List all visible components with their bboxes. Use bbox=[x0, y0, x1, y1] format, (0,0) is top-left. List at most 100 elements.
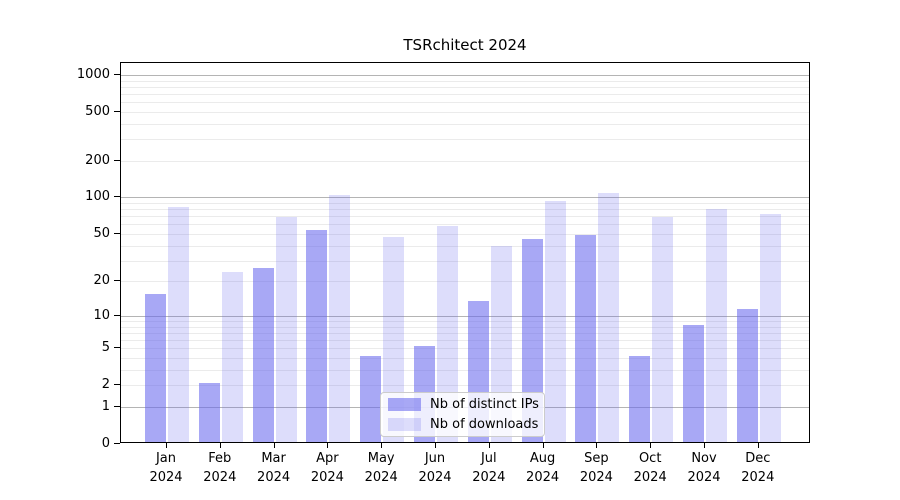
bar-may-ips bbox=[360, 356, 382, 442]
y-tick-label-10: 10 bbox=[93, 307, 110, 323]
legend-label-distinct-ips: Nb of distinct IPs bbox=[430, 397, 539, 412]
x-tick-label-aug: Aug 2024 bbox=[526, 451, 560, 485]
gridline-minor-6 bbox=[121, 340, 809, 342]
x-tick-mark-may bbox=[381, 443, 383, 448]
legend-label-downloads: Nb of downloads bbox=[430, 417, 539, 432]
y-tick-label-200: 200 bbox=[85, 152, 110, 168]
gridline-minor-30 bbox=[121, 260, 809, 262]
y-tick-label-50: 50 bbox=[93, 225, 110, 241]
gridline-minor-700 bbox=[121, 93, 809, 95]
bar-nov-ips bbox=[683, 324, 704, 442]
x-tick-label-jan: Jan 2024 bbox=[149, 451, 183, 485]
x-tick-label-sep: Sep 2024 bbox=[579, 451, 613, 485]
x-tick-label-apr: Apr 2024 bbox=[310, 451, 344, 485]
bar-dec-ips bbox=[736, 309, 758, 442]
y-tick-label-100: 100 bbox=[85, 189, 110, 205]
y-tick-label-5: 5 bbox=[101, 340, 110, 356]
x-tick-mark-mar bbox=[273, 443, 275, 448]
y-tick-mark-1000 bbox=[114, 73, 120, 75]
y-tick-mark-2 bbox=[114, 384, 120, 386]
x-tick-label-dec: Dec 2024 bbox=[741, 451, 775, 485]
gridline-minor-300 bbox=[121, 139, 809, 141]
x-tick-mark-apr bbox=[327, 443, 329, 448]
y-tick-mark-20 bbox=[114, 280, 120, 282]
gridline-major-1000 bbox=[121, 74, 809, 76]
x-tick-mark-jul bbox=[488, 443, 490, 448]
y-tick-label-20: 20 bbox=[93, 273, 110, 289]
bar-feb-downloads bbox=[221, 272, 243, 442]
bar-apr-ips bbox=[306, 229, 328, 442]
gridline-minor-90 bbox=[121, 203, 809, 205]
chart-title: TSRchitect 2024 bbox=[403, 36, 527, 54]
bar-mar-downloads bbox=[275, 217, 297, 442]
gridline-minor-3 bbox=[121, 369, 809, 371]
gridline-minor-4 bbox=[121, 358, 809, 360]
bar-may-downloads bbox=[383, 237, 405, 442]
x-tick-mark-jan bbox=[166, 443, 167, 448]
gridline-major-100 bbox=[121, 197, 809, 199]
legend: Nb of distinct IPs Nb of downloads bbox=[380, 392, 545, 437]
x-tick-label-feb: Feb 2024 bbox=[203, 451, 237, 485]
gridline-minor-50 bbox=[121, 233, 809, 235]
x-tick-mark-dec bbox=[757, 443, 759, 448]
bar-oct-ips bbox=[629, 356, 651, 442]
x-tick-label-jul: Jul 2024 bbox=[472, 451, 506, 485]
y-tick-mark-500 bbox=[114, 110, 120, 112]
y-tick-mark-10 bbox=[114, 314, 120, 316]
y-tick-mark-5 bbox=[114, 347, 120, 349]
bar-jan-downloads bbox=[168, 207, 189, 442]
gridline-minor-900 bbox=[121, 80, 809, 82]
gridline-minor-7 bbox=[121, 332, 809, 334]
y-tick-label-2: 2 bbox=[101, 377, 110, 393]
gridline-minor-600 bbox=[121, 102, 809, 104]
y-tick-mark-100 bbox=[114, 196, 120, 198]
gridline-minor-9 bbox=[121, 321, 809, 322]
gridline-major-10 bbox=[121, 315, 809, 317]
y-tick-label-500: 500 bbox=[85, 103, 110, 119]
bar-sep-ips bbox=[575, 235, 597, 442]
legend-swatch-downloads bbox=[388, 418, 421, 431]
y-tick-mark-50 bbox=[114, 232, 120, 234]
gridline-minor-500 bbox=[121, 111, 809, 113]
gridline-minor-60 bbox=[121, 224, 809, 226]
x-tick-label-may: May 2024 bbox=[364, 451, 398, 485]
bar-mar-ips bbox=[252, 267, 274, 442]
x-tick-mark-feb bbox=[219, 443, 221, 448]
y-tick-label-0: 0 bbox=[101, 436, 110, 451]
plot-area bbox=[120, 62, 810, 443]
gridline-minor-2 bbox=[121, 385, 809, 387]
gridline-minor-40 bbox=[121, 245, 809, 247]
y-tick-label-1000: 1000 bbox=[76, 66, 110, 82]
y-tick-mark-0 bbox=[114, 443, 120, 444]
x-tick-label-oct: Oct 2024 bbox=[633, 451, 667, 485]
bar-aug-ips bbox=[521, 238, 543, 442]
legend-item-distinct-ips: Nb of distinct IPs bbox=[388, 396, 544, 414]
gridline-minor-70 bbox=[121, 216, 809, 218]
x-tick-mark-nov bbox=[704, 443, 705, 448]
y-tick-label-1: 1 bbox=[101, 398, 110, 414]
bar-oct-downloads bbox=[652, 217, 674, 442]
bar-sep-downloads bbox=[598, 192, 620, 442]
y-tick-mark-1 bbox=[114, 405, 120, 407]
gridline-minor-200 bbox=[121, 160, 809, 162]
gridline-minor-80 bbox=[121, 209, 809, 211]
bar-aug-downloads bbox=[544, 201, 566, 442]
bar-jun-downloads bbox=[437, 226, 458, 442]
x-tick-mark-aug bbox=[542, 443, 544, 448]
x-tick-label-mar: Mar 2024 bbox=[257, 451, 291, 485]
x-tick-mark-jun bbox=[435, 443, 436, 448]
gridline-minor-400 bbox=[121, 123, 809, 125]
y-tick-mark-200 bbox=[114, 159, 120, 161]
gridline-minor-8 bbox=[121, 326, 809, 328]
bar-apr-downloads bbox=[329, 195, 351, 442]
x-tick-label-jun: Jun 2024 bbox=[418, 451, 452, 485]
bar-dec-downloads bbox=[759, 214, 781, 442]
legend-swatch-distinct-ips bbox=[388, 398, 421, 411]
bar-feb-ips bbox=[198, 383, 220, 442]
x-tick-label-nov: Nov 2024 bbox=[687, 451, 721, 485]
bar-jan-ips bbox=[145, 293, 166, 442]
legend-item-downloads: Nb of downloads bbox=[388, 416, 544, 434]
gridline-minor-800 bbox=[121, 86, 809, 88]
gridline-minor-20 bbox=[121, 281, 809, 283]
